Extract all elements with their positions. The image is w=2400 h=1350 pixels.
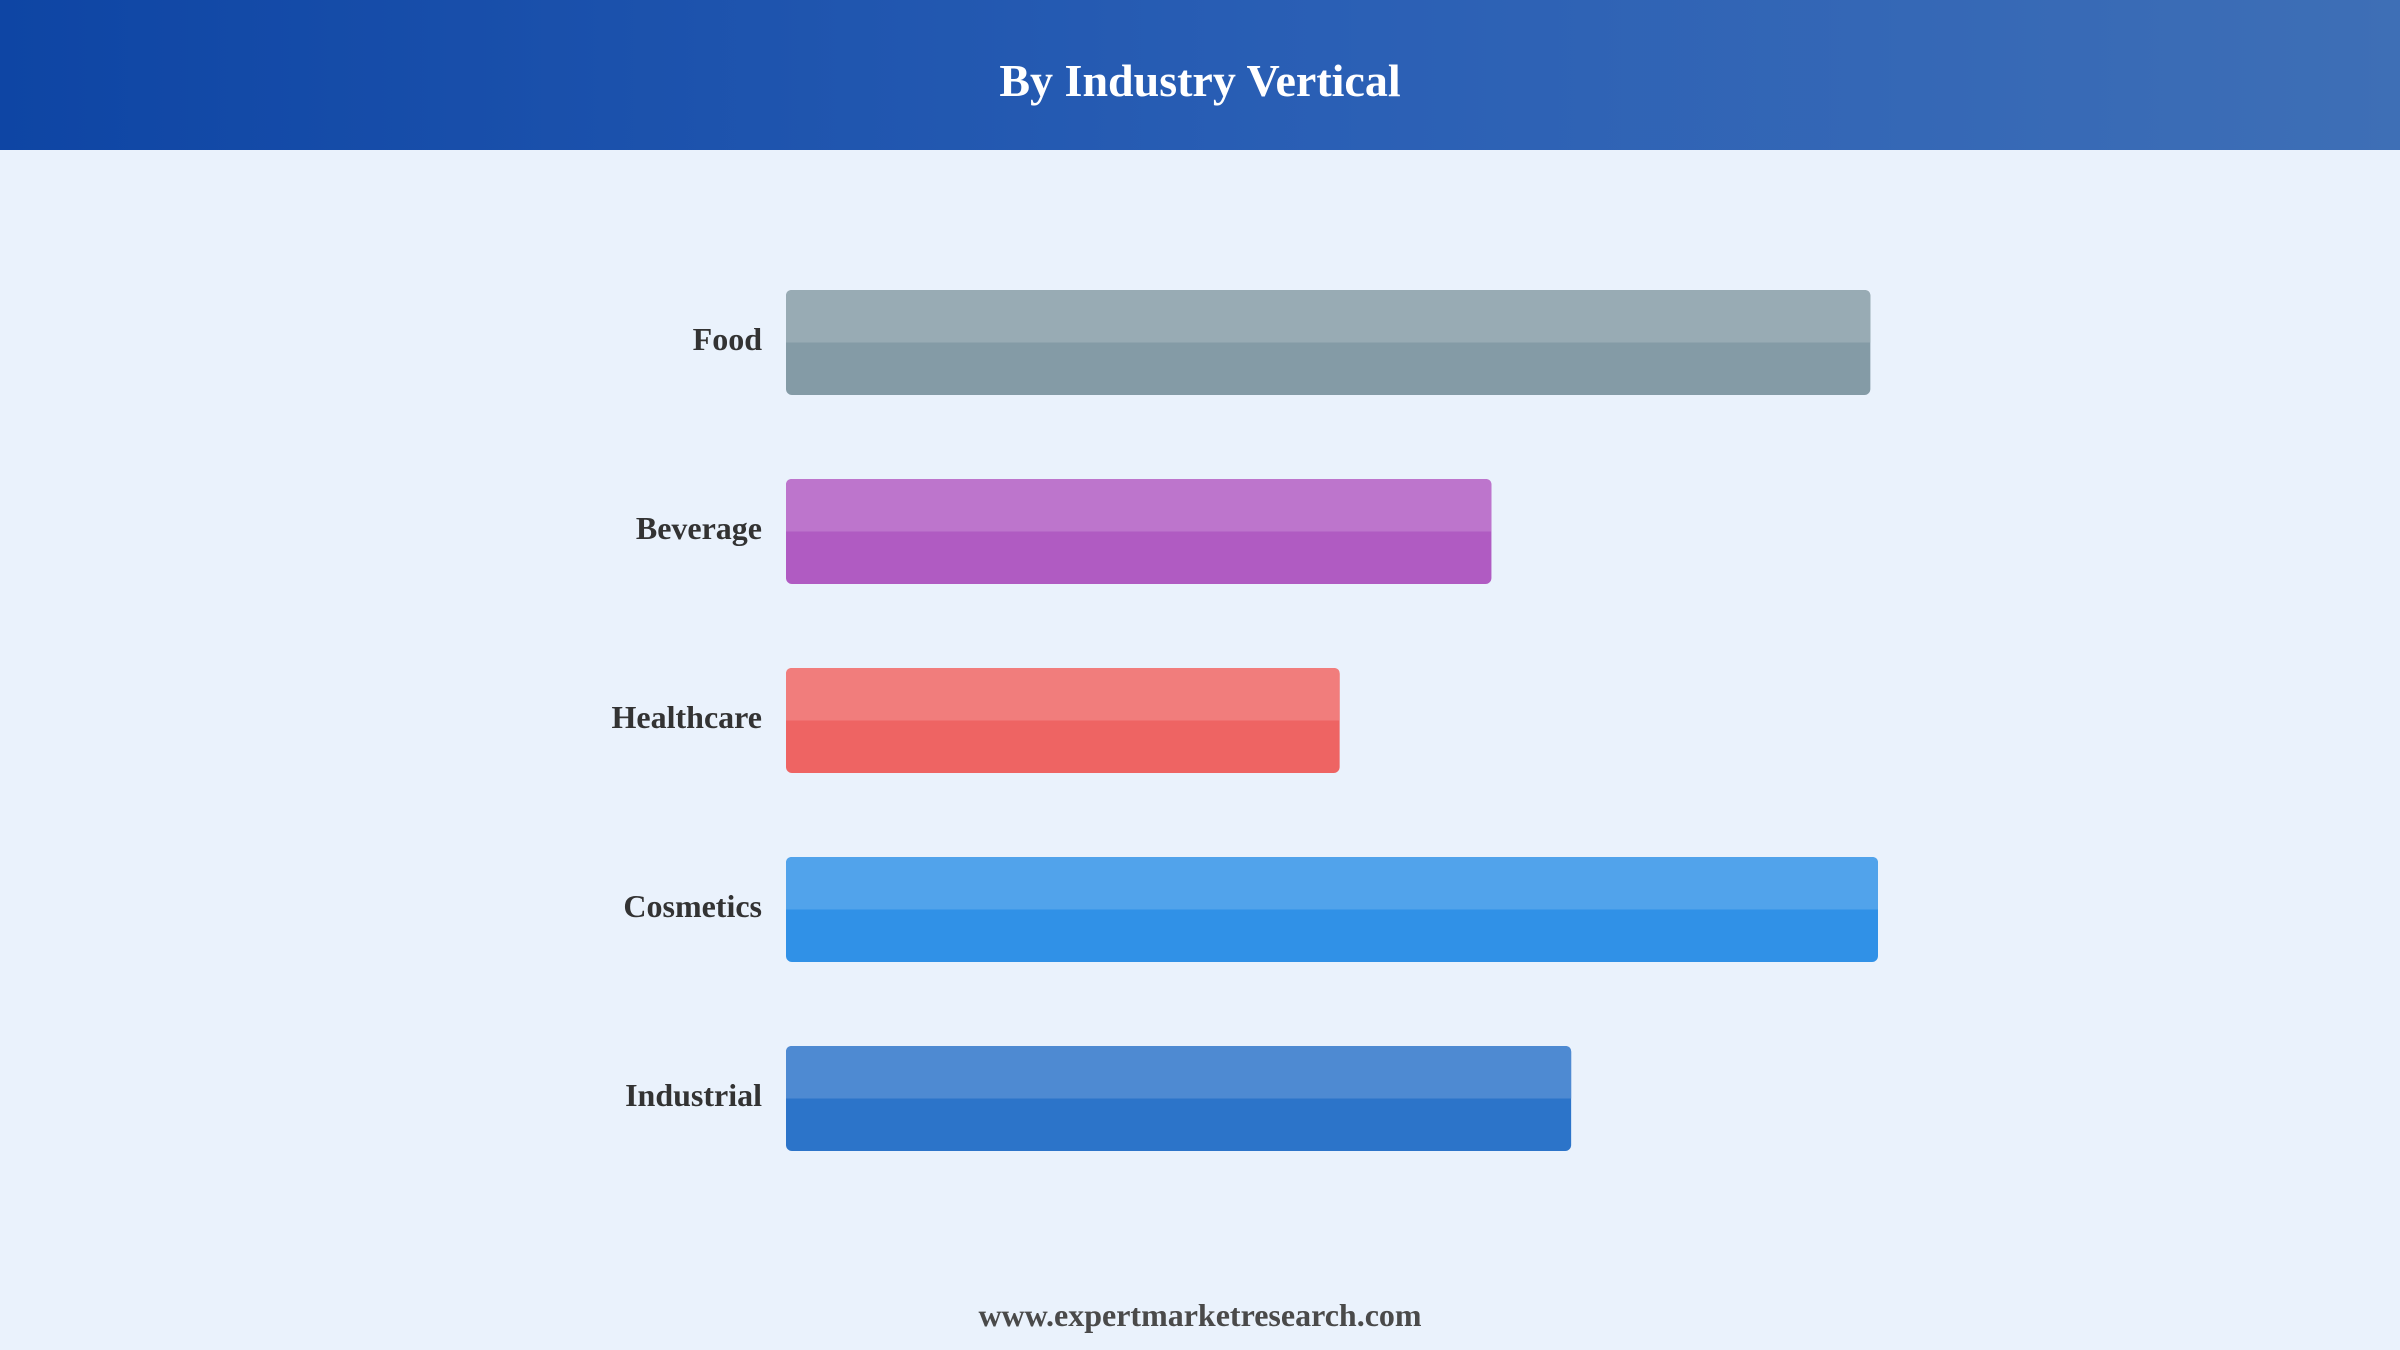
bar-highlight-cosmetics (786, 857, 1878, 910)
chart-title: By Industry Vertical (999, 55, 1401, 106)
category-label-healthcare: Healthcare (612, 699, 762, 735)
bar-highlight-healthcare (786, 668, 1340, 721)
bar-group-healthcare: Healthcare (612, 668, 1340, 773)
bar-highlight-industrial (786, 1046, 1572, 1099)
bar-group-cosmetics: Cosmetics (623, 857, 1878, 962)
category-label-beverage: Beverage (636, 510, 762, 546)
category-label-food: Food (693, 321, 763, 357)
bar-group-food: Food (693, 290, 1871, 395)
bar-group-beverage: Beverage (636, 479, 1492, 584)
bar-highlight-beverage (786, 479, 1492, 532)
category-label-cosmetics: Cosmetics (623, 888, 762, 924)
category-label-industrial: Industrial (625, 1077, 762, 1113)
chart-area: Food Beverage Healthcare Cosmetics Industria… (0, 150, 2400, 1270)
header-banner: By Industry Vertical (0, 0, 2400, 150)
footer-website: www.expertmarketresearch.com (978, 1297, 1422, 1333)
bar-group-industrial: Industrial (625, 1046, 1572, 1151)
bar-chart: Food Beverage Healthcare Cosmetics Industria… (612, 290, 1878, 1151)
bar-highlight-food (786, 290, 1871, 343)
